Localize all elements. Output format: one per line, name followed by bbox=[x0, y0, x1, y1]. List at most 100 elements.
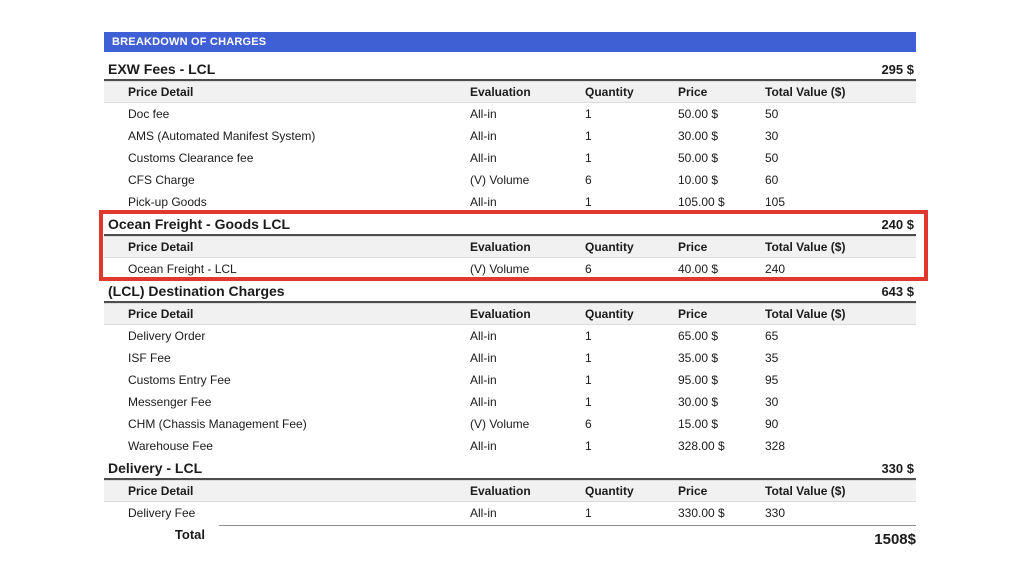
column-header: Price bbox=[678, 240, 708, 254]
cell-total-value: 60 bbox=[765, 173, 779, 187]
cell-total-value: 328 bbox=[765, 439, 786, 453]
column-header: Price Detail bbox=[128, 240, 194, 254]
section-title: EXW Fees - LCL bbox=[108, 61, 216, 77]
cell-total-value: 30 bbox=[765, 395, 779, 409]
table-row: Ocean Freight - LCL (V) Volume 6 40.00 $ 240 bbox=[104, 258, 916, 280]
column-header: Evaluation bbox=[470, 307, 531, 321]
cell-quantity: 1 bbox=[585, 329, 592, 343]
cell-price: 50.00 $ bbox=[678, 107, 719, 121]
cell-quantity: 1 bbox=[585, 395, 592, 409]
cell-total-value: 240 bbox=[765, 262, 786, 276]
cell-total-value: 50 bbox=[765, 151, 779, 165]
cell-detail: Doc fee bbox=[128, 107, 170, 121]
section-rows: Ocean Freight - LCL (V) Volume 6 40.00 $ 240 bbox=[104, 258, 916, 280]
cell-detail: Delivery Fee bbox=[128, 506, 196, 520]
cell-evaluation: All-in bbox=[470, 329, 497, 343]
cell-detail: CHM (Chassis Management Fee) bbox=[128, 417, 307, 431]
table-row: CHM (Chassis Management Fee) (V) Volume 6 1… bbox=[104, 413, 916, 435]
section-total: 240 $ bbox=[881, 217, 914, 232]
cell-quantity: 1 bbox=[585, 129, 592, 143]
column-header: Total Value ($) bbox=[765, 85, 846, 99]
table-row: CFS Charge (V) Volume 6 10.00 $ 60 bbox=[104, 169, 916, 191]
section-title-row: (LCL) Destination Charges 643 $ bbox=[104, 280, 916, 303]
cell-detail: Pick-up Goods bbox=[128, 195, 207, 209]
table-row: Delivery Order All-in 1 65.00 $ 65 bbox=[104, 325, 916, 347]
cell-detail: Warehouse Fee bbox=[128, 439, 213, 453]
cell-evaluation: (V) Volume bbox=[470, 173, 530, 187]
column-header: Quantity bbox=[585, 85, 634, 99]
column-header-row: Price Detail Evaluation Quantity Price Total… bbox=[104, 303, 916, 325]
cell-total-value: 330 bbox=[765, 506, 786, 520]
cell-quantity: 1 bbox=[585, 107, 592, 121]
cell-total-value: 50 bbox=[765, 107, 779, 121]
cell-price: 10.00 $ bbox=[678, 173, 719, 187]
cell-detail: Customs Entry Fee bbox=[128, 373, 231, 387]
section-total: 643 $ bbox=[881, 284, 914, 299]
column-header: Price Detail bbox=[128, 85, 194, 99]
cell-price: 35.00 $ bbox=[678, 351, 719, 365]
column-header: Quantity bbox=[585, 307, 634, 321]
breakdown-banner: BREAKDOWN OF CHARGES bbox=[104, 32, 916, 52]
column-header-row: Price Detail Evaluation Quantity Price Total… bbox=[104, 81, 916, 103]
cell-detail: Messenger Fee bbox=[128, 395, 212, 409]
cell-total-value: 105 bbox=[765, 195, 786, 209]
charges-section: Ocean Freight - Goods LCL 240 $ Price De… bbox=[99, 210, 928, 281]
column-header: Total Value ($) bbox=[765, 240, 846, 254]
table-row: Doc fee All-in 1 50.00 $ 50 bbox=[104, 103, 916, 125]
section-title: Delivery - LCL bbox=[108, 460, 203, 476]
cell-quantity: 1 bbox=[585, 151, 592, 165]
cell-price: 65.00 $ bbox=[678, 329, 719, 343]
section-title-row: Delivery - LCL 330 $ bbox=[104, 457, 916, 480]
charges-section: EXW Fees - LCL 295 $ Price Detail Evaluat… bbox=[104, 58, 916, 213]
cell-evaluation: All-in bbox=[470, 195, 497, 209]
column-header: Evaluation bbox=[470, 85, 531, 99]
cell-evaluation: All-in bbox=[470, 373, 497, 387]
table-row: Warehouse Fee All-in 1 328.00 $ 328 bbox=[104, 435, 916, 457]
column-header: Quantity bbox=[585, 240, 634, 254]
cell-evaluation: All-in bbox=[470, 506, 497, 520]
cell-evaluation: All-in bbox=[470, 129, 497, 143]
cell-price: 30.00 $ bbox=[678, 129, 719, 143]
table-row: Customs Entry Fee All-in 1 95.00 $ 95 bbox=[104, 369, 916, 391]
charges-section: Delivery - LCL 330 $ Price Detail Evaluat… bbox=[104, 457, 916, 524]
cell-total-value: 95 bbox=[765, 373, 779, 387]
cell-detail: Ocean Freight - LCL bbox=[128, 262, 237, 276]
cell-detail: Delivery Order bbox=[128, 329, 206, 343]
column-header: Quantity bbox=[585, 484, 634, 498]
cell-detail: AMS (Automated Manifest System) bbox=[128, 129, 316, 143]
column-header: Price bbox=[678, 484, 708, 498]
column-header: Evaluation bbox=[470, 240, 531, 254]
section-rows: Delivery Order All-in 1 65.00 $ 65 ISF Fee All… bbox=[104, 325, 916, 457]
section-total: 330 $ bbox=[881, 461, 914, 476]
grand-total-row: Total 1508$ bbox=[104, 525, 916, 548]
section-title-row: Ocean Freight - Goods LCL 240 $ bbox=[104, 213, 916, 236]
cell-quantity: 6 bbox=[585, 417, 592, 431]
cell-quantity: 1 bbox=[585, 439, 592, 453]
cell-evaluation: All-in bbox=[470, 439, 497, 453]
cell-evaluation: All-in bbox=[470, 151, 497, 165]
column-header: Evaluation bbox=[470, 484, 531, 498]
column-header: Price bbox=[678, 307, 708, 321]
cell-quantity: 1 bbox=[585, 506, 592, 520]
grand-total-value: 1508$ bbox=[219, 525, 916, 548]
section-rows: Delivery Fee All-in 1 330.00 $ 330 bbox=[104, 502, 916, 524]
cell-price: 30.00 $ bbox=[678, 395, 719, 409]
cell-price: 15.00 $ bbox=[678, 417, 719, 431]
cell-total-value: 65 bbox=[765, 329, 779, 343]
table-row: Customs Clearance fee All-in 1 50.00 $ 50 bbox=[104, 147, 916, 169]
table-row: AMS (Automated Manifest System) All-in 1 30… bbox=[104, 125, 916, 147]
section-rows: Doc fee All-in 1 50.00 $ 50 AMS (Automated Ma… bbox=[104, 103, 916, 213]
cell-price: 105.00 $ bbox=[678, 195, 725, 209]
cell-evaluation: All-in bbox=[470, 107, 497, 121]
column-header: Price bbox=[678, 85, 708, 99]
cell-price: 328.00 $ bbox=[678, 439, 725, 453]
cell-quantity: 1 bbox=[585, 373, 592, 387]
cell-total-value: 35 bbox=[765, 351, 779, 365]
cell-total-value: 90 bbox=[765, 417, 779, 431]
grand-total-label: Total bbox=[174, 527, 205, 542]
column-header: Price Detail bbox=[128, 484, 194, 498]
cell-evaluation: (V) Volume bbox=[470, 262, 530, 276]
cell-price: 40.00 $ bbox=[678, 262, 719, 276]
cell-quantity: 6 bbox=[585, 262, 592, 276]
cell-detail: CFS Charge bbox=[128, 173, 195, 187]
